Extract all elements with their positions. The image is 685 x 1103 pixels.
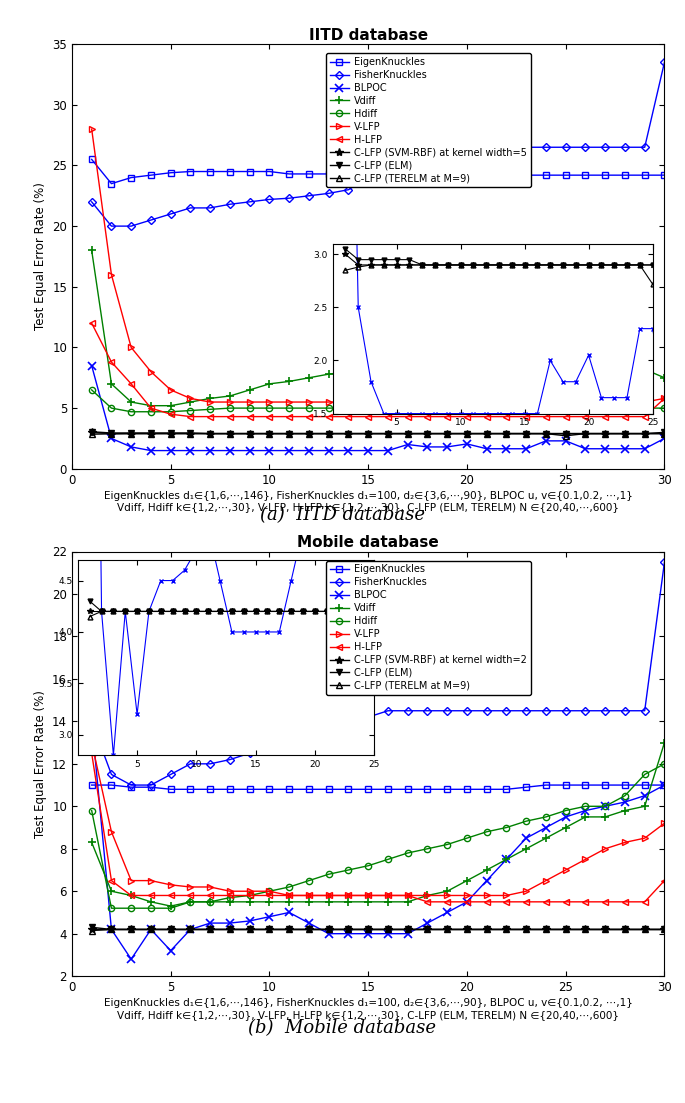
Legend: EigenKnuckles, FisherKnuckles, BLPOC, Vdiff, Hdiff, V-LFP, H-LFP, C-LFP (SVM-RBF: EigenKnuckles, FisherKnuckles, BLPOC, Vd… [325, 560, 531, 695]
Y-axis label: Test Equal Error Rate (%): Test Equal Error Rate (%) [34, 689, 47, 838]
Text: (a)  IITD database: (a) IITD database [260, 506, 425, 524]
Text: (b)  Mobile database: (b) Mobile database [249, 1019, 436, 1037]
Title: IITD database: IITD database [309, 28, 427, 43]
Legend: EigenKnuckles, FisherKnuckles, BLPOC, Vdiff, Hdiff, V-LFP, H-LFP, C-LFP (SVM-RBF: EigenKnuckles, FisherKnuckles, BLPOC, Vd… [325, 53, 531, 188]
X-axis label: EigenKnuckles d₁∈{1,6,⋯,146}, FisherKnuckles d₁=100, d₂∈{3,6,⋯,90}, BLPOC u, v∈{: EigenKnuckles d₁∈{1,6,⋯,146}, FisherKnuc… [103, 491, 633, 513]
Title: Mobile database: Mobile database [297, 535, 439, 550]
Y-axis label: Test Equal Error Rate (%): Test Equal Error Rate (%) [34, 182, 47, 331]
X-axis label: EigenKnuckles d₁∈{1,6,⋯,146}, FisherKnuckles d₁=100, d₂∈{3,6,⋯,90}, BLPOC u, v∈{: EigenKnuckles d₁∈{1,6,⋯,146}, FisherKnuc… [103, 998, 633, 1020]
